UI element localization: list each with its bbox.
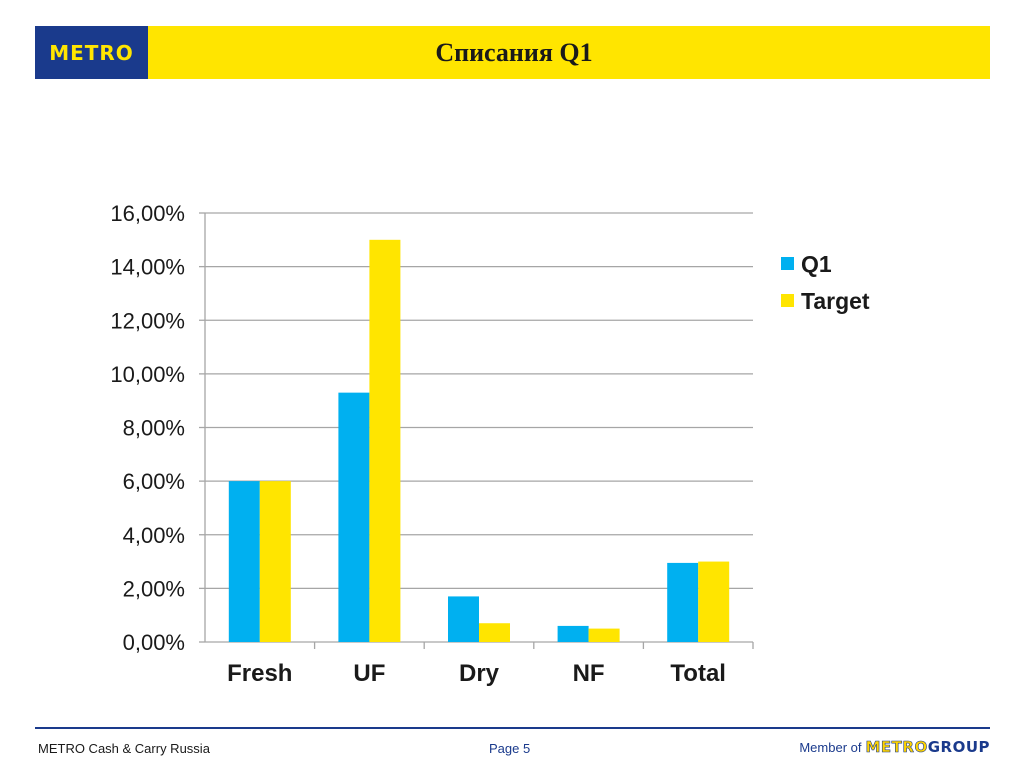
x-tick-label: UF <box>353 660 385 687</box>
y-tick-label: 10,00% <box>110 362 185 387</box>
y-tick-label: 2,00% <box>123 576 185 601</box>
x-tick-label: Fresh <box>227 660 292 687</box>
metro-group-logo-group: GROUP <box>927 738 990 756</box>
bar-target-dry <box>479 623 510 642</box>
legend-label-q1: Q1 <box>801 251 832 277</box>
y-tick-label: 14,00% <box>110 255 185 280</box>
x-tick-label: Dry <box>459 660 500 687</box>
metro-logo: METRO <box>35 26 148 79</box>
page-title: Списания Q1 <box>435 37 593 67</box>
bar-target-nf <box>588 628 620 642</box>
y-tick-label: 4,00% <box>123 523 185 548</box>
legend-swatch-q1 <box>781 257 794 270</box>
footer-page-number: Page 5 <box>489 741 531 756</box>
bar-q1-dry <box>448 596 479 642</box>
y-tick-label: 16,00% <box>110 201 185 226</box>
bar-target-fresh <box>259 481 291 642</box>
footer-member: Member of METROGROUP <box>799 738 990 757</box>
bar-q1-uf <box>338 392 370 642</box>
x-tick-label: Total <box>670 660 726 687</box>
bar-q1-nf <box>557 625 589 642</box>
metro-group-logo-metro: METRO <box>865 738 928 757</box>
member-of-label: Member of <box>799 739 862 755</box>
y-tick-label: 12,00% <box>110 308 185 333</box>
metro-group-logo: METROGROUP <box>865 738 990 757</box>
y-tick-label: 8,00% <box>123 416 185 441</box>
x-tick-label: NF <box>573 660 605 687</box>
y-tick-label: 0,00% <box>123 630 185 655</box>
footer-company: METRO Cash & Carry Russia <box>38 741 210 756</box>
header-bar: METRO Списания Q1 <box>35 26 990 79</box>
bar-chart: 0,00% 2,00% 4,00% 6,00% 8,00% 10,00% 12,00% 14,… <box>110 201 870 687</box>
y-tick-label: 6,00% <box>123 469 185 494</box>
bar-target-uf <box>369 239 401 642</box>
bar-target-total <box>698 561 730 642</box>
legend-label-target: Target <box>801 288 870 314</box>
legend-swatch-target <box>781 294 794 307</box>
bar-q1-total <box>667 562 699 642</box>
metro-logo-text: METRO <box>49 40 134 65</box>
bar-q1-fresh <box>228 481 260 642</box>
footer-divider <box>35 727 990 729</box>
